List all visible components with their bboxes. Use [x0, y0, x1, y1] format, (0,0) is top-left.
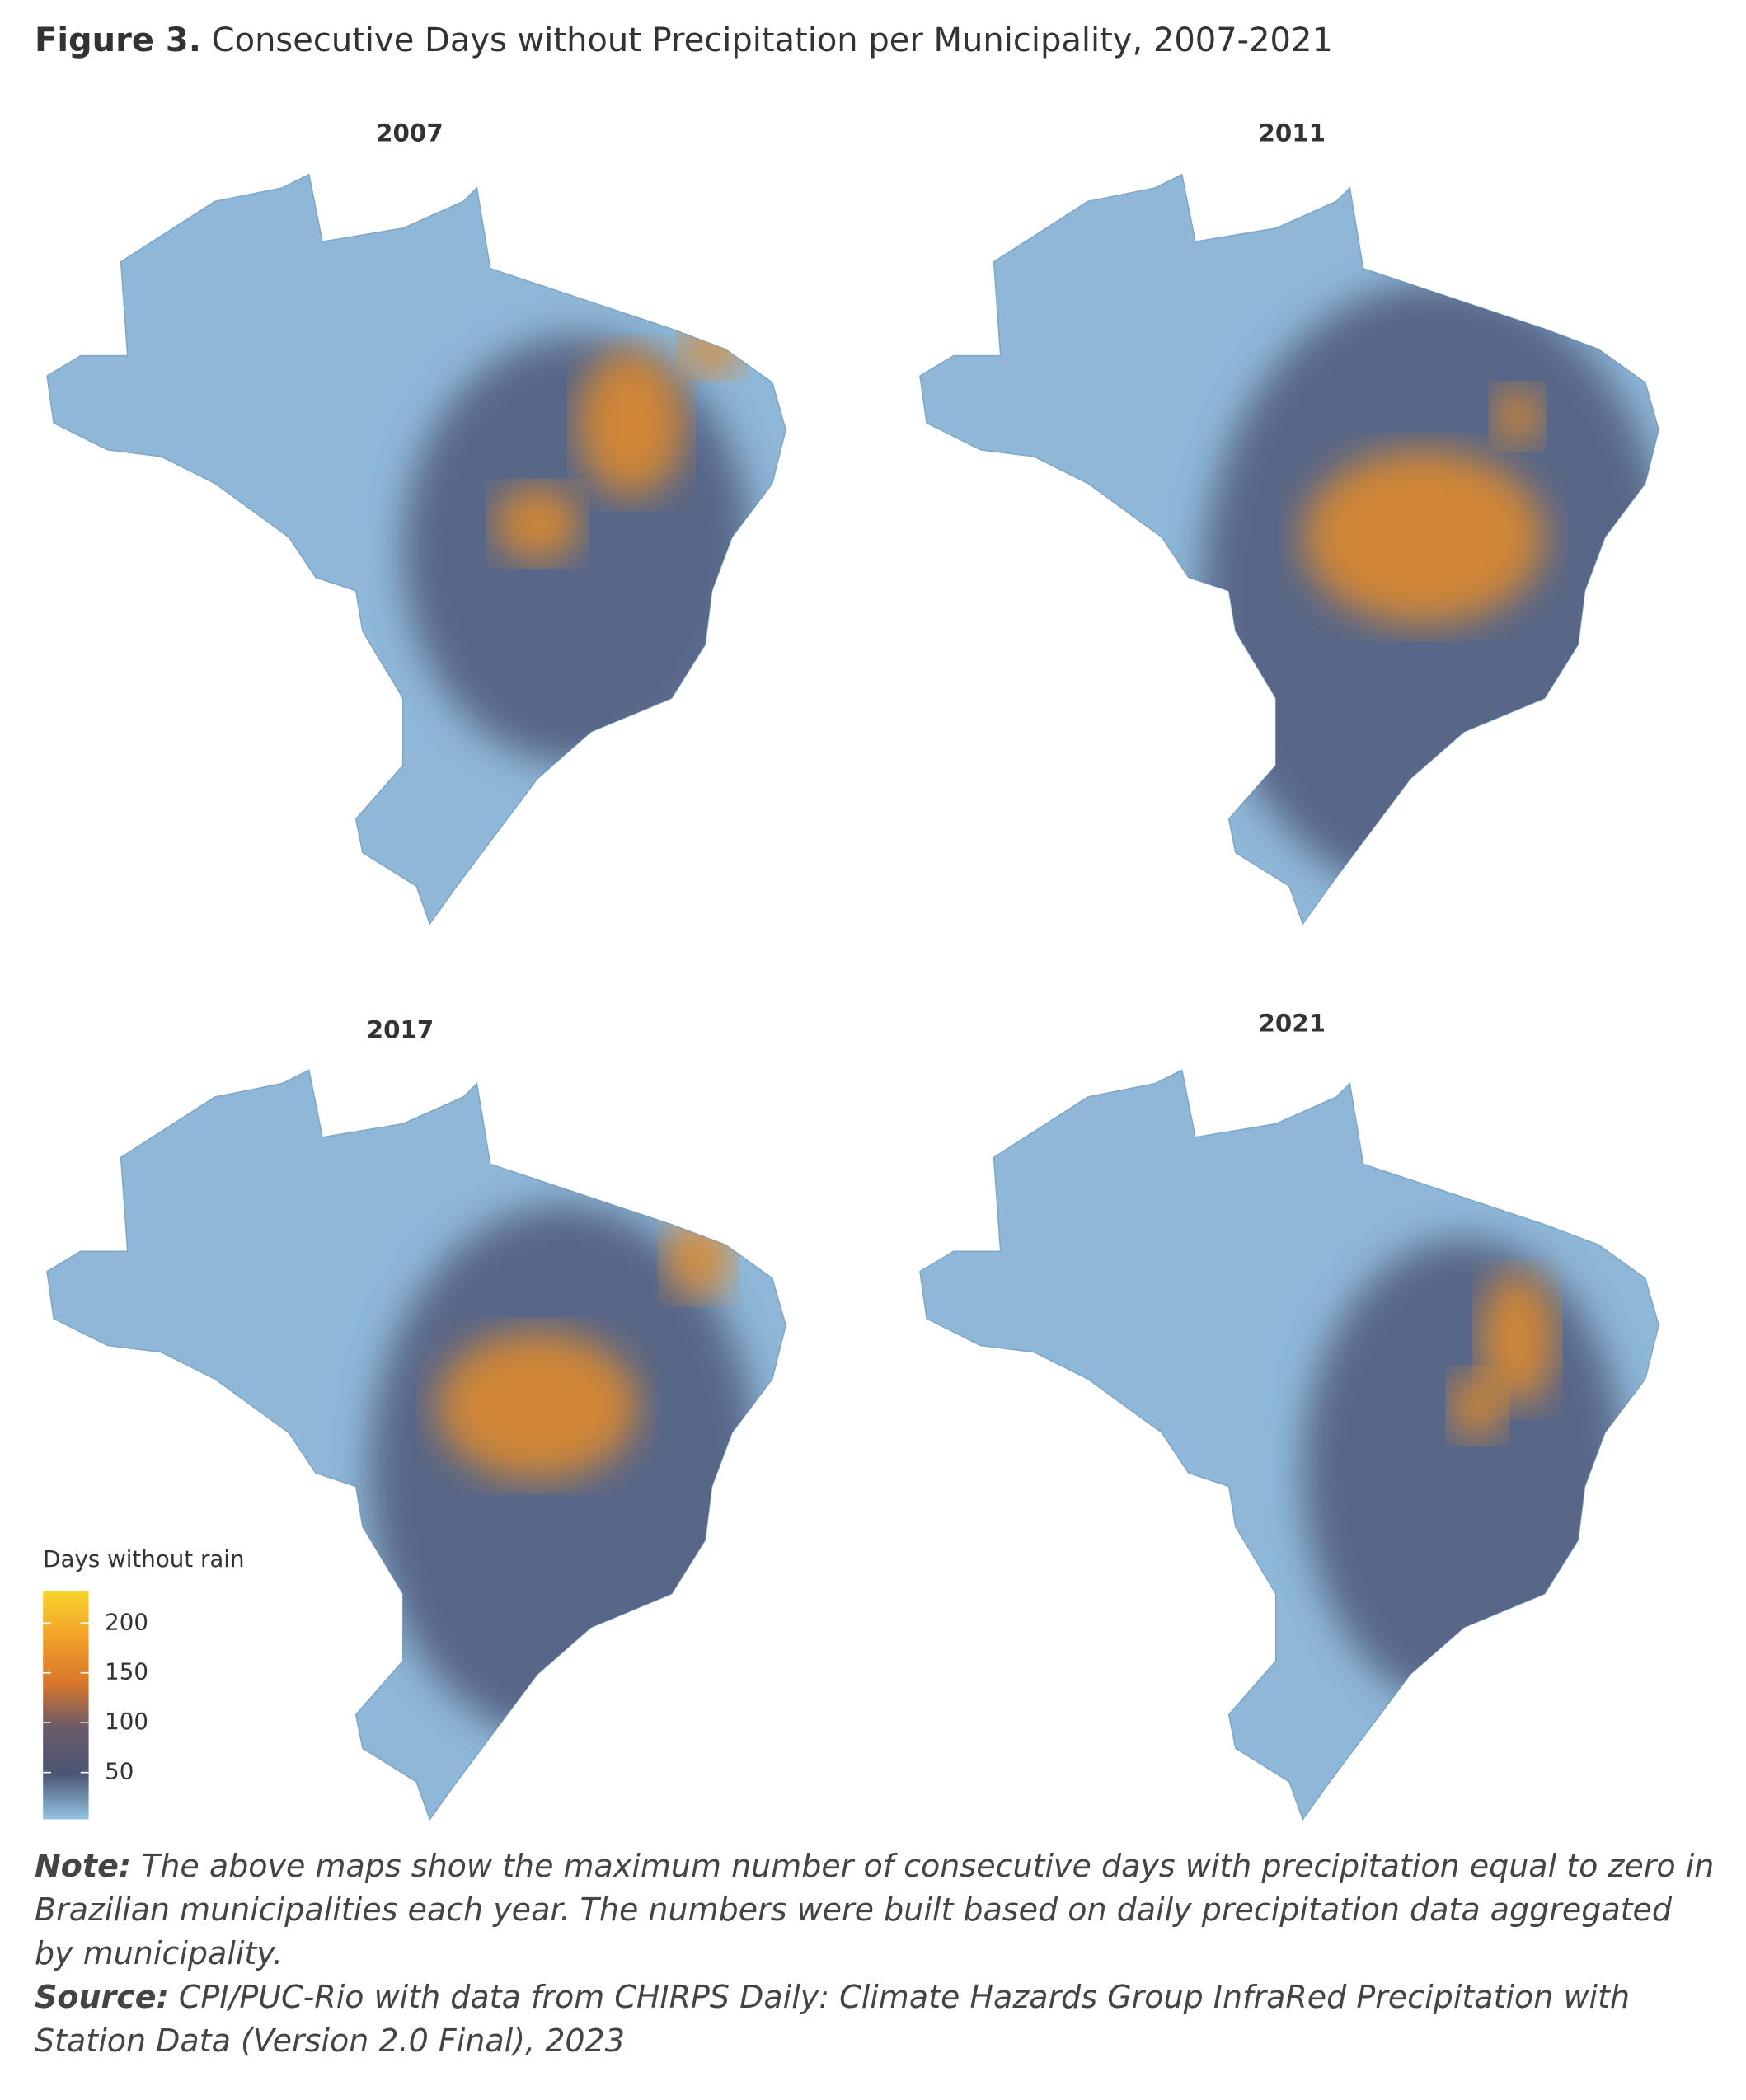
map — [46, 173, 786, 925]
legend-tick-label: 150 — [105, 1658, 148, 1685]
very-dry-region — [1302, 449, 1545, 625]
legend-tick-label: 100 — [105, 1708, 148, 1735]
map-title: 2017 — [367, 1016, 434, 1044]
notes: Note: The above maps show the maximum nu… — [35, 1845, 1716, 2063]
colorbar — [43, 1591, 89, 1820]
note-text: The above maps show the maximum number o… — [35, 1848, 1715, 1971]
map — [919, 1069, 1659, 1821]
legend-tick-label: 50 — [105, 1758, 134, 1785]
figure-title: Figure 3. Consecutive Days without Preci… — [35, 21, 1333, 59]
legend: Days without rain 50 100 150 200 — [43, 1545, 245, 1820]
map-title: 2021 — [1258, 1010, 1326, 1038]
map-title: 2011 — [1258, 119, 1326, 147]
very-dry-region — [1493, 387, 1542, 446]
region-shading — [1202, 282, 1659, 900]
source: Source: CPI/PUC-Rio with data from CHIRP… — [35, 1976, 1716, 2063]
very-dry-region — [1450, 1371, 1504, 1440]
very-dry-region — [682, 321, 742, 377]
very-dry-region — [1480, 1271, 1556, 1406]
legend-tick-label: 200 — [105, 1608, 148, 1635]
dry-region — [1302, 1238, 1626, 1709]
region-shading — [1302, 1238, 1626, 1709]
map-title: 2007 — [376, 119, 444, 147]
note: Note: The above maps show the maximum nu… — [35, 1845, 1716, 1976]
map — [919, 173, 1659, 925]
very-dry-region — [436, 1332, 638, 1480]
very-dry-region — [664, 1217, 732, 1299]
region-shading — [402, 321, 753, 766]
figure-label: Figure 3. — [35, 21, 201, 59]
legend-title: Days without rain — [43, 1545, 244, 1573]
map — [46, 1069, 786, 1821]
very-dry-region — [494, 485, 580, 561]
source-text: CPI/PUC-Rio with data from CHIRPS Daily:… — [35, 1979, 1631, 2059]
dry-region — [402, 335, 753, 766]
region-shading — [369, 1204, 759, 1742]
very-dry-region — [577, 349, 685, 497]
note-label: Note: — [35, 1848, 132, 1884]
source-label: Source: — [35, 1979, 169, 2015]
figure-text: Consecutive Days without Precipitation p… — [211, 21, 1333, 59]
